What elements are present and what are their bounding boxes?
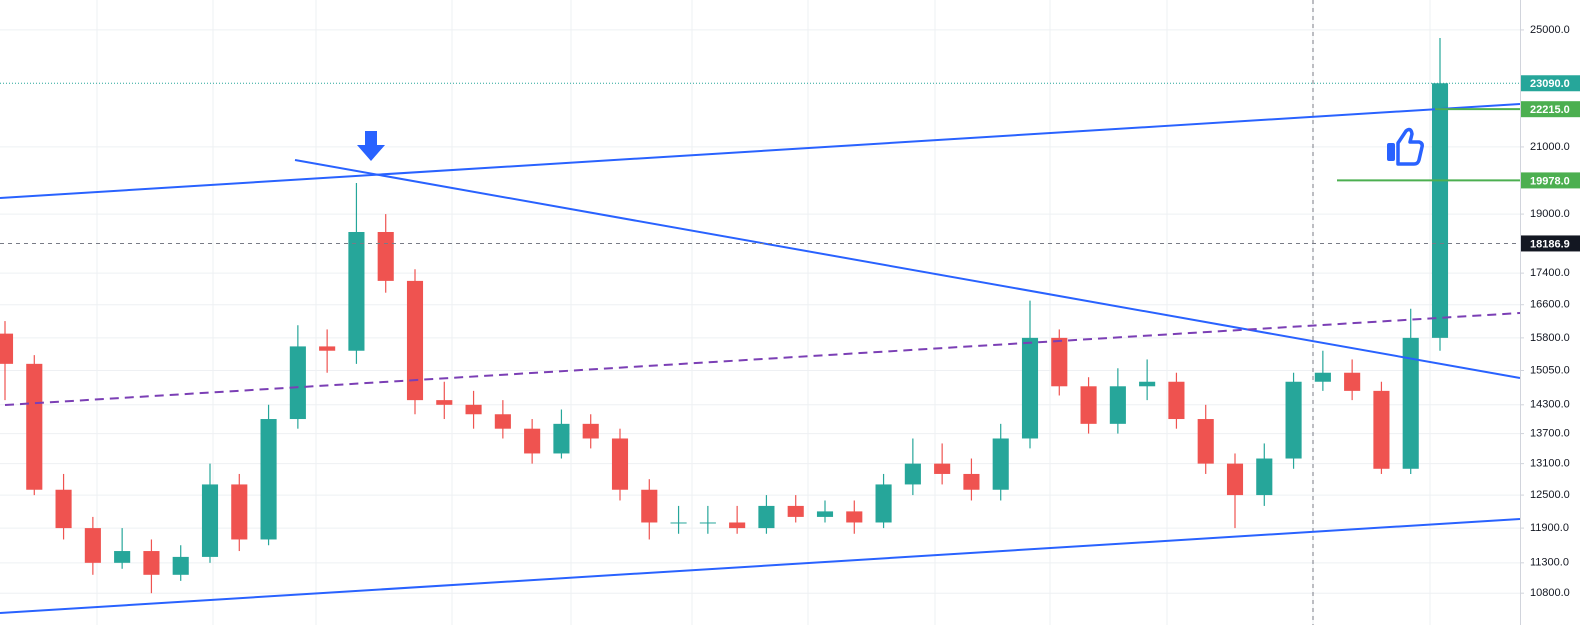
y-tick-label: 19000.0: [1530, 208, 1570, 220]
trend-line: [294, 159, 1521, 379]
candle-body: [1373, 390, 1390, 469]
candle-body: [846, 511, 863, 523]
candle-body: [1285, 381, 1302, 459]
candle-body: [84, 528, 101, 563]
candle-body: [1021, 337, 1039, 439]
candle-body: [172, 556, 189, 575]
candle-body: [1344, 372, 1361, 391]
y-tick-label: 11300.0: [1530, 557, 1569, 569]
candle-body: [1109, 386, 1126, 424]
y-tick-label: 11900.0: [1530, 522, 1569, 534]
candle-body: [729, 522, 746, 529]
candle-body: [992, 438, 1009, 490]
candle-body: [377, 231, 394, 281]
candle-body: [55, 489, 72, 529]
trend-line: [0, 103, 1521, 199]
candle-body: [816, 511, 834, 517]
price-badge-label: 23090.0: [1530, 78, 1570, 90]
candle-body: [1168, 381, 1185, 420]
y-tick-label: 13100.0: [1530, 458, 1570, 470]
candles: [0, 38, 1449, 594]
y-tick-label: 17400.0: [1530, 267, 1570, 279]
candle-body: [201, 484, 219, 557]
price-badge: [1521, 172, 1580, 189]
candle-body: [670, 522, 687, 524]
price-badge: [1521, 101, 1580, 118]
candle-body: [348, 231, 365, 351]
candle-body: [1402, 337, 1419, 469]
candle-body: [582, 423, 599, 439]
candle-body: [465, 404, 482, 415]
candle-body: [875, 484, 892, 523]
candle-body: [319, 346, 336, 351]
candle-body: [641, 489, 658, 523]
candle-body: [26, 363, 43, 490]
candle-body: [1197, 419, 1214, 464]
candle-body: [934, 463, 951, 474]
price-lines: [0, 82, 1520, 244]
candle-body: [114, 551, 131, 563]
price-badge: [1521, 75, 1580, 92]
y-tick-label: 13700.0: [1530, 427, 1570, 439]
trend-line: [0, 518, 1521, 614]
thumbs-up-icon: [1387, 127, 1424, 166]
candle-body: [1226, 463, 1244, 496]
y-tick-label: 15800.0: [1530, 332, 1570, 344]
y-tick-label: 21000.0: [1530, 141, 1570, 153]
y-tick-label: 12500.0: [1530, 489, 1570, 501]
candle-body: [406, 280, 424, 401]
candle-body: [0, 333, 14, 364]
y-tick-label: 16600.0: [1530, 299, 1570, 311]
axis-labels: 25000.0 21000.0 19000.0 17400.0 16600.0 15800…: [1520, 24, 1580, 599]
trend-line-dashed: [4, 312, 1521, 406]
price-badge-label: 18186.9: [1530, 238, 1570, 250]
candle-body: [436, 400, 453, 405]
candle-body: [524, 428, 541, 454]
candle-body: [758, 505, 775, 529]
candle-body: [1431, 83, 1449, 338]
candle-body: [231, 484, 248, 540]
candle-body: [553, 423, 570, 454]
candle-body: [1314, 372, 1331, 382]
candle-body: [1256, 458, 1273, 496]
candle-body: [1139, 381, 1156, 387]
y-tick-label: 14300.0: [1530, 399, 1570, 411]
arrow-down-icon: [357, 131, 385, 161]
candle-body: [699, 522, 716, 524]
price-badge-label: 22215.0: [1530, 104, 1570, 116]
candle-body: [963, 473, 980, 490]
candle-body: [1051, 337, 1068, 387]
candle-body: [611, 438, 629, 490]
candle-body: [904, 463, 921, 485]
candle-body: [143, 551, 160, 575]
y-tick-label: 15050.0: [1530, 364, 1570, 376]
y-tick-label: 25000.0: [1530, 24, 1570, 36]
candle-body: [787, 505, 804, 517]
y-tick-label: 10800.0: [1530, 587, 1570, 599]
candle-body: [260, 419, 277, 540]
price-badge-label: 19978.0: [1530, 175, 1570, 187]
candle-body: [1080, 386, 1097, 424]
drawings: [0, 0, 1521, 625]
price-badge: [1521, 235, 1580, 252]
candle-body: [494, 414, 511, 429]
candle-body: [289, 346, 306, 420]
